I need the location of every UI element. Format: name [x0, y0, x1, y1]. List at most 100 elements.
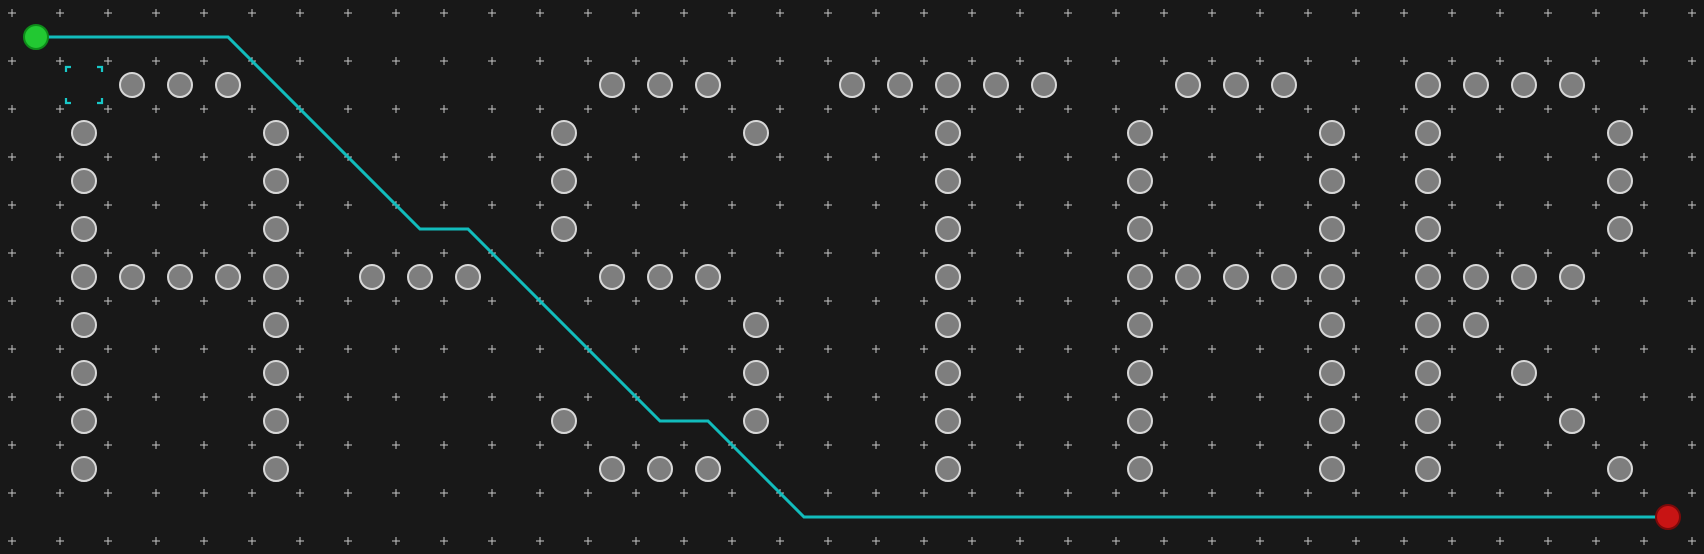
obstacle-cell[interactable]	[1127, 360, 1153, 386]
obstacle-cell[interactable]	[1607, 216, 1633, 242]
selection-cursor[interactable]	[64, 65, 104, 105]
obstacle-cell[interactable]	[1415, 216, 1441, 242]
obstacle-cell[interactable]	[1127, 312, 1153, 338]
obstacle-cell[interactable]	[119, 72, 145, 98]
obstacle-cell[interactable]	[599, 72, 625, 98]
obstacle-cell[interactable]	[695, 72, 721, 98]
obstacle-cell[interactable]	[167, 264, 193, 290]
obstacle-cell[interactable]	[1463, 312, 1489, 338]
obstacle-cell[interactable]	[695, 264, 721, 290]
obstacle-cell[interactable]	[647, 456, 673, 482]
obstacle-cell[interactable]	[1319, 120, 1345, 146]
obstacle-cell[interactable]	[599, 264, 625, 290]
obstacle-cell[interactable]	[1415, 312, 1441, 338]
obstacle-cell[interactable]	[1127, 120, 1153, 146]
obstacle-cell[interactable]	[1415, 168, 1441, 194]
obstacle-cell[interactable]	[167, 72, 193, 98]
obstacle-cell[interactable]	[71, 312, 97, 338]
obstacle-cell[interactable]	[1463, 72, 1489, 98]
obstacle-cell[interactable]	[215, 72, 241, 98]
obstacle-cell[interactable]	[1559, 264, 1585, 290]
obstacle-cell[interactable]	[935, 264, 961, 290]
obstacle-cell[interactable]	[359, 264, 385, 290]
obstacle-cell[interactable]	[1319, 408, 1345, 434]
obstacle-cell[interactable]	[743, 312, 769, 338]
obstacle-cell[interactable]	[551, 120, 577, 146]
obstacle-cell[interactable]	[551, 216, 577, 242]
obstacle-cell[interactable]	[839, 72, 865, 98]
obstacle-cell[interactable]	[263, 168, 289, 194]
start-node[interactable]	[23, 24, 49, 50]
obstacle-cell[interactable]	[1319, 264, 1345, 290]
obstacle-cell[interactable]	[935, 72, 961, 98]
obstacle-cell[interactable]	[71, 360, 97, 386]
obstacle-cell[interactable]	[1319, 216, 1345, 242]
obstacle-cell[interactable]	[983, 72, 1009, 98]
obstacle-cell[interactable]	[1463, 264, 1489, 290]
obstacle-cell[interactable]	[551, 408, 577, 434]
obstacle-cell[interactable]	[71, 216, 97, 242]
obstacle-cell[interactable]	[263, 456, 289, 482]
obstacle-cell[interactable]	[935, 120, 961, 146]
obstacle-cell[interactable]	[695, 456, 721, 482]
obstacle-cell[interactable]	[1127, 168, 1153, 194]
obstacle-cell[interactable]	[71, 408, 97, 434]
obstacle-cell[interactable]	[263, 120, 289, 146]
obstacle-cell[interactable]	[1127, 456, 1153, 482]
obstacle-cell[interactable]	[647, 72, 673, 98]
obstacle-cell[interactable]	[1223, 72, 1249, 98]
obstacle-cell[interactable]	[1607, 456, 1633, 482]
obstacle-cell[interactable]	[1559, 408, 1585, 434]
obstacle-cell[interactable]	[1175, 264, 1201, 290]
obstacle-cell[interactable]	[1175, 72, 1201, 98]
obstacle-cell[interactable]	[1607, 168, 1633, 194]
obstacle-cell[interactable]	[71, 120, 97, 146]
obstacle-cell[interactable]	[935, 408, 961, 434]
goal-node[interactable]	[1655, 504, 1681, 530]
obstacle-cell[interactable]	[599, 456, 625, 482]
obstacle-cell[interactable]	[935, 456, 961, 482]
obstacle-cell[interactable]	[263, 360, 289, 386]
obstacle-cell[interactable]	[407, 264, 433, 290]
obstacle-cell[interactable]	[1031, 72, 1057, 98]
obstacle-cell[interactable]	[887, 72, 913, 98]
obstacle-cell[interactable]	[1415, 120, 1441, 146]
obstacle-cell[interactable]	[935, 216, 961, 242]
obstacle-cell[interactable]	[71, 456, 97, 482]
obstacle-cell[interactable]	[1511, 360, 1537, 386]
obstacle-cell[interactable]	[1415, 456, 1441, 482]
obstacle-cell[interactable]	[1127, 264, 1153, 290]
obstacle-cell[interactable]	[215, 264, 241, 290]
obstacle-cell[interactable]	[1415, 360, 1441, 386]
obstacle-cell[interactable]	[1271, 264, 1297, 290]
obstacle-cell[interactable]	[263, 264, 289, 290]
obstacle-cell[interactable]	[935, 312, 961, 338]
obstacle-cell[interactable]	[71, 168, 97, 194]
obstacle-cell[interactable]	[1319, 360, 1345, 386]
obstacle-cell[interactable]	[647, 264, 673, 290]
obstacle-cell[interactable]	[935, 360, 961, 386]
obstacle-cell[interactable]	[1127, 408, 1153, 434]
obstacle-cell[interactable]	[455, 264, 481, 290]
obstacle-cell[interactable]	[1415, 264, 1441, 290]
obstacle-cell[interactable]	[1223, 264, 1249, 290]
obstacle-cell[interactable]	[1319, 168, 1345, 194]
obstacle-cell[interactable]	[1319, 456, 1345, 482]
obstacle-cell[interactable]	[263, 216, 289, 242]
obstacle-cell[interactable]	[1127, 216, 1153, 242]
obstacle-cell[interactable]	[1559, 72, 1585, 98]
obstacle-cell[interactable]	[263, 408, 289, 434]
obstacle-cell[interactable]	[1415, 72, 1441, 98]
obstacle-cell[interactable]	[71, 264, 97, 290]
obstacle-cell[interactable]	[1511, 264, 1537, 290]
obstacle-cell[interactable]	[551, 168, 577, 194]
obstacle-cell[interactable]	[119, 264, 145, 290]
obstacle-cell[interactable]	[263, 312, 289, 338]
obstacle-cell[interactable]	[743, 120, 769, 146]
obstacle-cell[interactable]	[1271, 72, 1297, 98]
obstacle-cell[interactable]	[1415, 408, 1441, 434]
obstacle-cell[interactable]	[1511, 72, 1537, 98]
obstacle-cell[interactable]	[743, 360, 769, 386]
obstacle-cell[interactable]	[1319, 312, 1345, 338]
obstacle-cell[interactable]	[935, 168, 961, 194]
